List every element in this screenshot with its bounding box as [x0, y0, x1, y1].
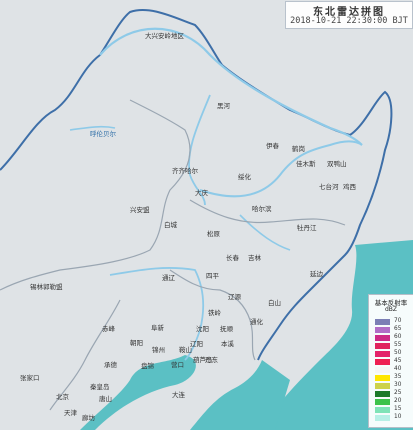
city-label: 白山 — [268, 299, 281, 307]
legend-swatch — [375, 335, 390, 341]
city-label: 大兴安岭地区 — [145, 32, 184, 40]
province-boundary-4 — [49, 299, 121, 411]
legend-swatch — [375, 359, 390, 365]
city-label: 锦州 — [152, 346, 165, 354]
city-label: 抚顺 — [220, 325, 233, 333]
legend-value: 50 — [394, 350, 402, 356]
city-label: 廊坊 — [82, 414, 95, 422]
city-label: 牡丹江 — [297, 224, 317, 232]
legend-value: 45 — [394, 358, 402, 364]
city-label: 锡林郭勒盟 — [30, 283, 63, 291]
province-boundary-2 — [189, 199, 346, 226]
map-title-box: 东北雷达拼图 2018-10-21 22:30:00 BJT — [285, 1, 413, 29]
city-label: 铁岭 — [208, 309, 221, 317]
city-label: 辽阳 — [190, 340, 203, 348]
city-label: 延边 — [310, 270, 323, 278]
city-label: 哈尔滨 — [252, 205, 272, 213]
nen-river — [188, 94, 211, 206]
city-label: 鞍山 — [179, 346, 192, 354]
city-label: 四平 — [206, 272, 219, 280]
liao-river — [109, 267, 205, 361]
city-label: 天津 — [64, 409, 77, 417]
legend-value: 60 — [394, 334, 402, 340]
city-label: 白城 — [164, 221, 177, 229]
city-label: 沈阳 — [196, 325, 209, 333]
legend-swatch — [375, 407, 390, 413]
city-label: 承德 — [104, 361, 117, 369]
legend-swatch — [375, 399, 390, 405]
city-label: 葫芦岛 — [193, 356, 213, 364]
city-label: 阜新 — [151, 324, 164, 332]
city-label: 长春 — [226, 254, 239, 262]
legend-value: 65 — [394, 326, 402, 332]
legend-swatch — [375, 415, 390, 421]
city-label: 七台河 — [319, 183, 339, 191]
map-title: 东北雷达拼图 — [313, 7, 385, 18]
map-timestamp: 2018-10-21 22:30:00 BJT — [290, 16, 408, 26]
city-label: 齐齐哈尔 — [172, 167, 198, 175]
city-label: 兴安盟 — [130, 206, 150, 214]
legend-swatch — [375, 375, 390, 381]
city-label: 鹤岗 — [292, 145, 305, 153]
city-label: 朝阳 — [130, 339, 143, 347]
hulun-river — [69, 125, 116, 131]
city-label: 北京 — [56, 393, 69, 401]
city-label: 营口 — [171, 361, 184, 369]
city-label: 丹东 — [205, 356, 218, 364]
legend-value: 55 — [394, 342, 402, 348]
city-label: 绥化 — [238, 173, 251, 181]
city-label: 通化 — [250, 318, 263, 326]
legend-value: 10 — [394, 414, 402, 420]
city-label: 呼伦贝尔 — [90, 130, 116, 138]
city-label: 伊春 — [266, 142, 279, 150]
legend-swatch — [375, 367, 390, 373]
city-label: 赤峰 — [102, 325, 115, 333]
jilin-river — [239, 214, 291, 251]
legend-value: 15 — [394, 406, 402, 412]
city-label: 黑河 — [217, 102, 230, 110]
city-label: 吉林 — [248, 254, 261, 262]
legend-swatch — [375, 383, 390, 389]
city-label: 唐山 — [99, 395, 112, 403]
city-label: 秦皇岛 — [90, 383, 110, 391]
city-label: 双鸭山 — [327, 160, 347, 168]
city-label: 佳木斯 — [296, 160, 316, 168]
city-label: 辽源 — [228, 293, 241, 301]
legend-value: 25 — [394, 390, 402, 396]
legend-title: 基本反射率 — [374, 299, 408, 307]
city-label: 鸡西 — [343, 183, 356, 191]
legend-swatch — [375, 327, 390, 333]
legend-value: 35 — [394, 374, 402, 380]
city-label: 通辽 — [162, 274, 175, 282]
city-label: 大连 — [172, 391, 185, 399]
yellow-sea — [190, 360, 290, 430]
city-label: 大庆 — [195, 189, 208, 197]
legend-value: 20 — [394, 398, 402, 404]
legend-value: 70 — [394, 318, 402, 324]
province-boundary-3 — [169, 269, 256, 361]
legend-swatch — [375, 343, 390, 349]
city-label: 松原 — [207, 230, 220, 238]
city-label: 本溪 — [221, 340, 234, 348]
songhua-river — [199, 140, 363, 198]
city-label: 张家口 — [20, 374, 40, 382]
legend-swatch — [375, 391, 390, 397]
legend-swatch — [375, 351, 390, 357]
legend-unit: dBZ — [384, 306, 398, 313]
heilongjiang-river — [99, 27, 363, 146]
legend: 基本反射率 dBZ 70 65 60 55 50 45 40 35 30 25 20 15 10 — [368, 294, 413, 428]
legend-value: 30 — [394, 382, 402, 388]
province-boundary-1 — [0, 99, 191, 291]
legend-swatch — [375, 319, 390, 325]
bohai-sea — [80, 355, 196, 430]
city-label: 盘锦 — [141, 362, 154, 370]
legend-value: 40 — [394, 366, 402, 372]
